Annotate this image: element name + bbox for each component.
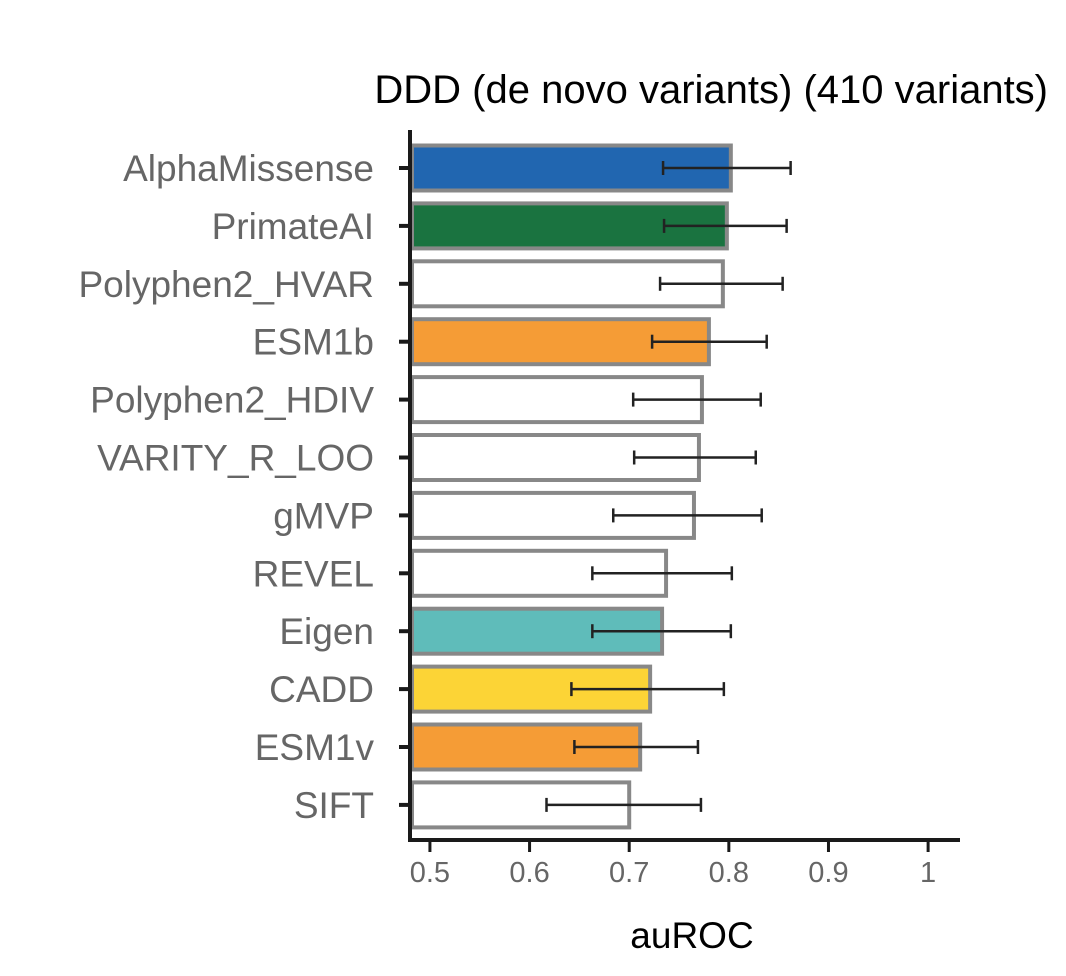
- category-label: REVEL: [253, 553, 374, 594]
- category-label: VARITY_R_LOO: [97, 438, 374, 479]
- axes-group: [399, 130, 960, 852]
- category-label: PrimateAI: [212, 206, 374, 247]
- x-tick-label: 0.6: [509, 857, 549, 889]
- category-label: ESM1b: [253, 322, 374, 363]
- category-label: ESM1v: [255, 727, 375, 768]
- x-tick-label: 1: [920, 857, 936, 889]
- x-tick-label: 0.7: [609, 857, 649, 889]
- x-tick-label: 0.8: [709, 857, 749, 889]
- category-label: Polyphen2_HVAR: [79, 264, 375, 305]
- category-label: AlphaMissense: [123, 148, 374, 189]
- bars-group: [410, 143, 733, 830]
- x-axis-title: auROC: [630, 915, 753, 956]
- chart-title: DDD (de novo variants) (410 variants): [374, 68, 1048, 112]
- error-bars-group: [545, 161, 792, 812]
- category-label: Eigen: [279, 611, 374, 652]
- category-label: SIFT: [294, 785, 374, 826]
- category-label: gMVP: [273, 495, 374, 536]
- x-tick-label: 0.5: [410, 857, 450, 889]
- category-label: CADD: [269, 669, 374, 710]
- labels-group: AlphaMissense PrimateAI Polyphen2_HVAR ESM1…: [79, 148, 937, 956]
- x-tick-label: 0.9: [808, 857, 848, 889]
- category-label: Polyphen2_HDIV: [90, 380, 374, 421]
